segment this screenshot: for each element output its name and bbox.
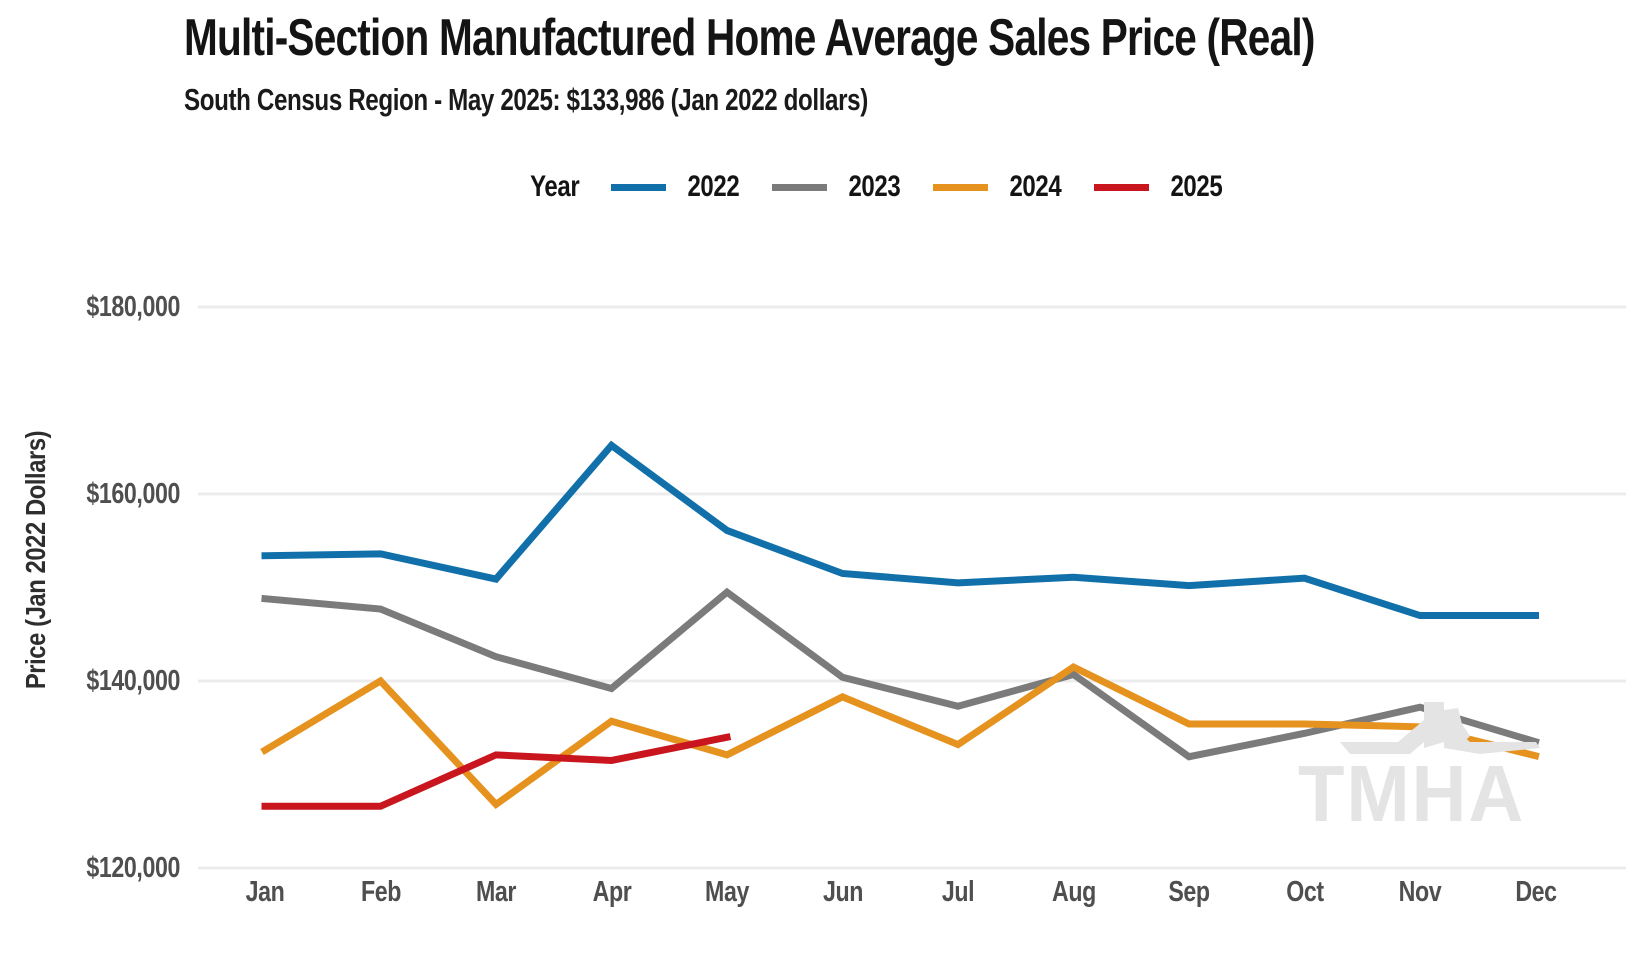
series-line-2025 (261, 733, 732, 810)
legend-item-2022: 2022 (611, 170, 746, 204)
y-tick-label-180000: $180,000 (86, 291, 180, 323)
tmha-logo-icon (1340, 702, 1540, 754)
gridlines (198, 305, 1626, 870)
legend-label-2024: 2024 (1009, 170, 1062, 203)
x-tick-label-dec: Dec (1514, 876, 1557, 908)
chart-title: Multi-Section Manufactured Home Average … (184, 9, 1315, 67)
x-tick-label-jul: Jul (941, 876, 975, 908)
x-tick-label-apr: Apr (592, 876, 631, 908)
x-tick-label-jan: Jan (245, 876, 285, 908)
legend: Year 2022 2023 2024 2025 (524, 166, 1228, 208)
legend-swatch-2025 (1093, 183, 1149, 191)
legend-item-2024: 2024 (932, 170, 1068, 204)
x-tick-label-may: May (705, 876, 749, 908)
x-tick-label-aug: Aug (1051, 876, 1096, 908)
tmha-watermark-text: TMHA (1298, 749, 1526, 838)
legend-label-2022: 2022 (687, 170, 740, 203)
series-lines (260, 440, 1540, 810)
x-tick-label-sep: Sep (1168, 876, 1210, 908)
x-tick-label-feb: Feb (360, 876, 401, 908)
legend-item-2025: 2025 (1093, 170, 1229, 204)
legend-item-2023: 2023 (772, 170, 907, 204)
tmha-watermark: TMHA (1298, 700, 1608, 840)
legend-label-2025: 2025 (1170, 170, 1222, 203)
y-tick-label-160000: $160,000 (86, 478, 180, 510)
chart-subtitle: South Census Region - May 2025: $133,986… (184, 82, 868, 117)
x-tick-label-oct: Oct (1285, 876, 1324, 908)
series-line-2024 (260, 662, 1540, 810)
legend-swatch-2022 (611, 183, 667, 191)
x-tick-label-nov: Nov (1398, 876, 1442, 908)
legend-title: Year (530, 170, 580, 203)
legend-swatch-2024 (932, 183, 988, 191)
y-tick-label-140000: $140,000 (86, 665, 180, 697)
legend-swatch-2023 (772, 183, 828, 191)
series-line-2022 (261, 440, 1539, 620)
series-line-2023 (261, 587, 1540, 761)
x-tick-label-mar: Mar (475, 876, 517, 908)
x-tick-label-jun: Jun (822, 876, 863, 908)
legend-label-2023: 2023 (848, 170, 901, 203)
y-axis-title: Price (Jan 2022 Dollars) (20, 430, 51, 690)
y-tick-label-120000: $120,000 (86, 852, 180, 884)
